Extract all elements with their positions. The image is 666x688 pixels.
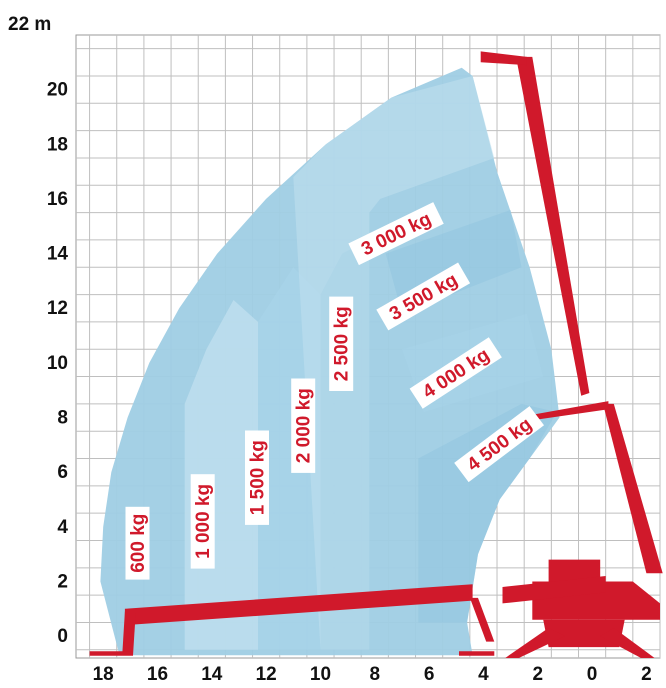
capacity-label-text: 1 000 kg bbox=[193, 484, 214, 559]
x-tick-label: 18 bbox=[93, 664, 114, 685]
capacity-label-bg bbox=[125, 506, 150, 580]
y-axis-unit-label: 22 m bbox=[8, 14, 51, 35]
capacity-label: 1 500 kg bbox=[245, 430, 269, 525]
capacity-label-text: 600 kg bbox=[128, 514, 149, 573]
capacity-label: 600 kg bbox=[125, 506, 150, 580]
y-tick-label: 4 bbox=[57, 517, 68, 538]
front-fork bbox=[459, 651, 495, 656]
horizontal-boom-head bbox=[122, 611, 136, 656]
capacity-label-bg bbox=[409, 337, 502, 409]
y-tick-label: 2 bbox=[57, 571, 68, 592]
y-tick-label: 16 bbox=[47, 189, 68, 210]
mid-fork bbox=[532, 401, 609, 421]
capacity-label-bg bbox=[376, 262, 471, 331]
x-tick-label: 6 bbox=[424, 664, 435, 685]
x-tick-label: 8 bbox=[370, 664, 381, 685]
capacity-label-text: 2 500 kg bbox=[332, 306, 353, 381]
horizontal-fork bbox=[89, 651, 133, 656]
top-fork bbox=[480, 51, 527, 66]
y-tick-label: 0 bbox=[57, 626, 68, 647]
capacity-label-bg bbox=[245, 430, 269, 525]
horizontal-boom bbox=[124, 584, 473, 626]
y-tick-label: 10 bbox=[47, 353, 68, 374]
capacity-label: 2 500 kg bbox=[329, 296, 354, 391]
zone-band-3000 bbox=[293, 76, 495, 650]
capacity-label: 2 000 kg bbox=[291, 378, 316, 473]
chassis bbox=[543, 619, 625, 648]
x-tick-label: 0 bbox=[587, 664, 598, 685]
x-tick-label: 16 bbox=[147, 664, 168, 685]
capacity-label-bg bbox=[190, 474, 215, 569]
x-tick-label: 12 bbox=[256, 664, 277, 685]
boom-root bbox=[502, 576, 606, 604]
front-carriage bbox=[469, 597, 495, 642]
x-tick-label: 2 bbox=[641, 664, 652, 685]
capacity-label-bg bbox=[454, 406, 545, 483]
capacity-label-bg bbox=[291, 378, 316, 473]
capacity-label-bg bbox=[348, 202, 444, 266]
y-tick-label: 8 bbox=[57, 408, 68, 429]
telehandler-silhouette bbox=[89, 51, 663, 658]
zone-band-4500 bbox=[418, 403, 557, 623]
vertical-boom-upper bbox=[516, 56, 590, 396]
y-tick-label: 18 bbox=[47, 134, 68, 155]
outrigger-right bbox=[600, 627, 655, 658]
outrigger-left bbox=[505, 627, 565, 658]
x-tick-label: 4 bbox=[478, 664, 489, 685]
capacity-label-text: 1 500 kg bbox=[248, 440, 269, 515]
x-tick-label: 2 bbox=[532, 664, 543, 685]
capacity-label-text: 2 000 kg bbox=[294, 388, 315, 463]
vertical-boom-lower bbox=[603, 403, 663, 574]
capacity-label: 1 000 kg bbox=[190, 474, 215, 569]
y-tick-label: 12 bbox=[47, 298, 68, 319]
capacity-label-bg bbox=[329, 296, 354, 391]
y-tick-label: 20 bbox=[47, 80, 68, 101]
x-tick-label: 14 bbox=[201, 664, 223, 685]
x-tick-label: 10 bbox=[310, 664, 331, 685]
y-tick-label: 6 bbox=[57, 462, 68, 483]
y-tick-label: 14 bbox=[47, 244, 69, 265]
